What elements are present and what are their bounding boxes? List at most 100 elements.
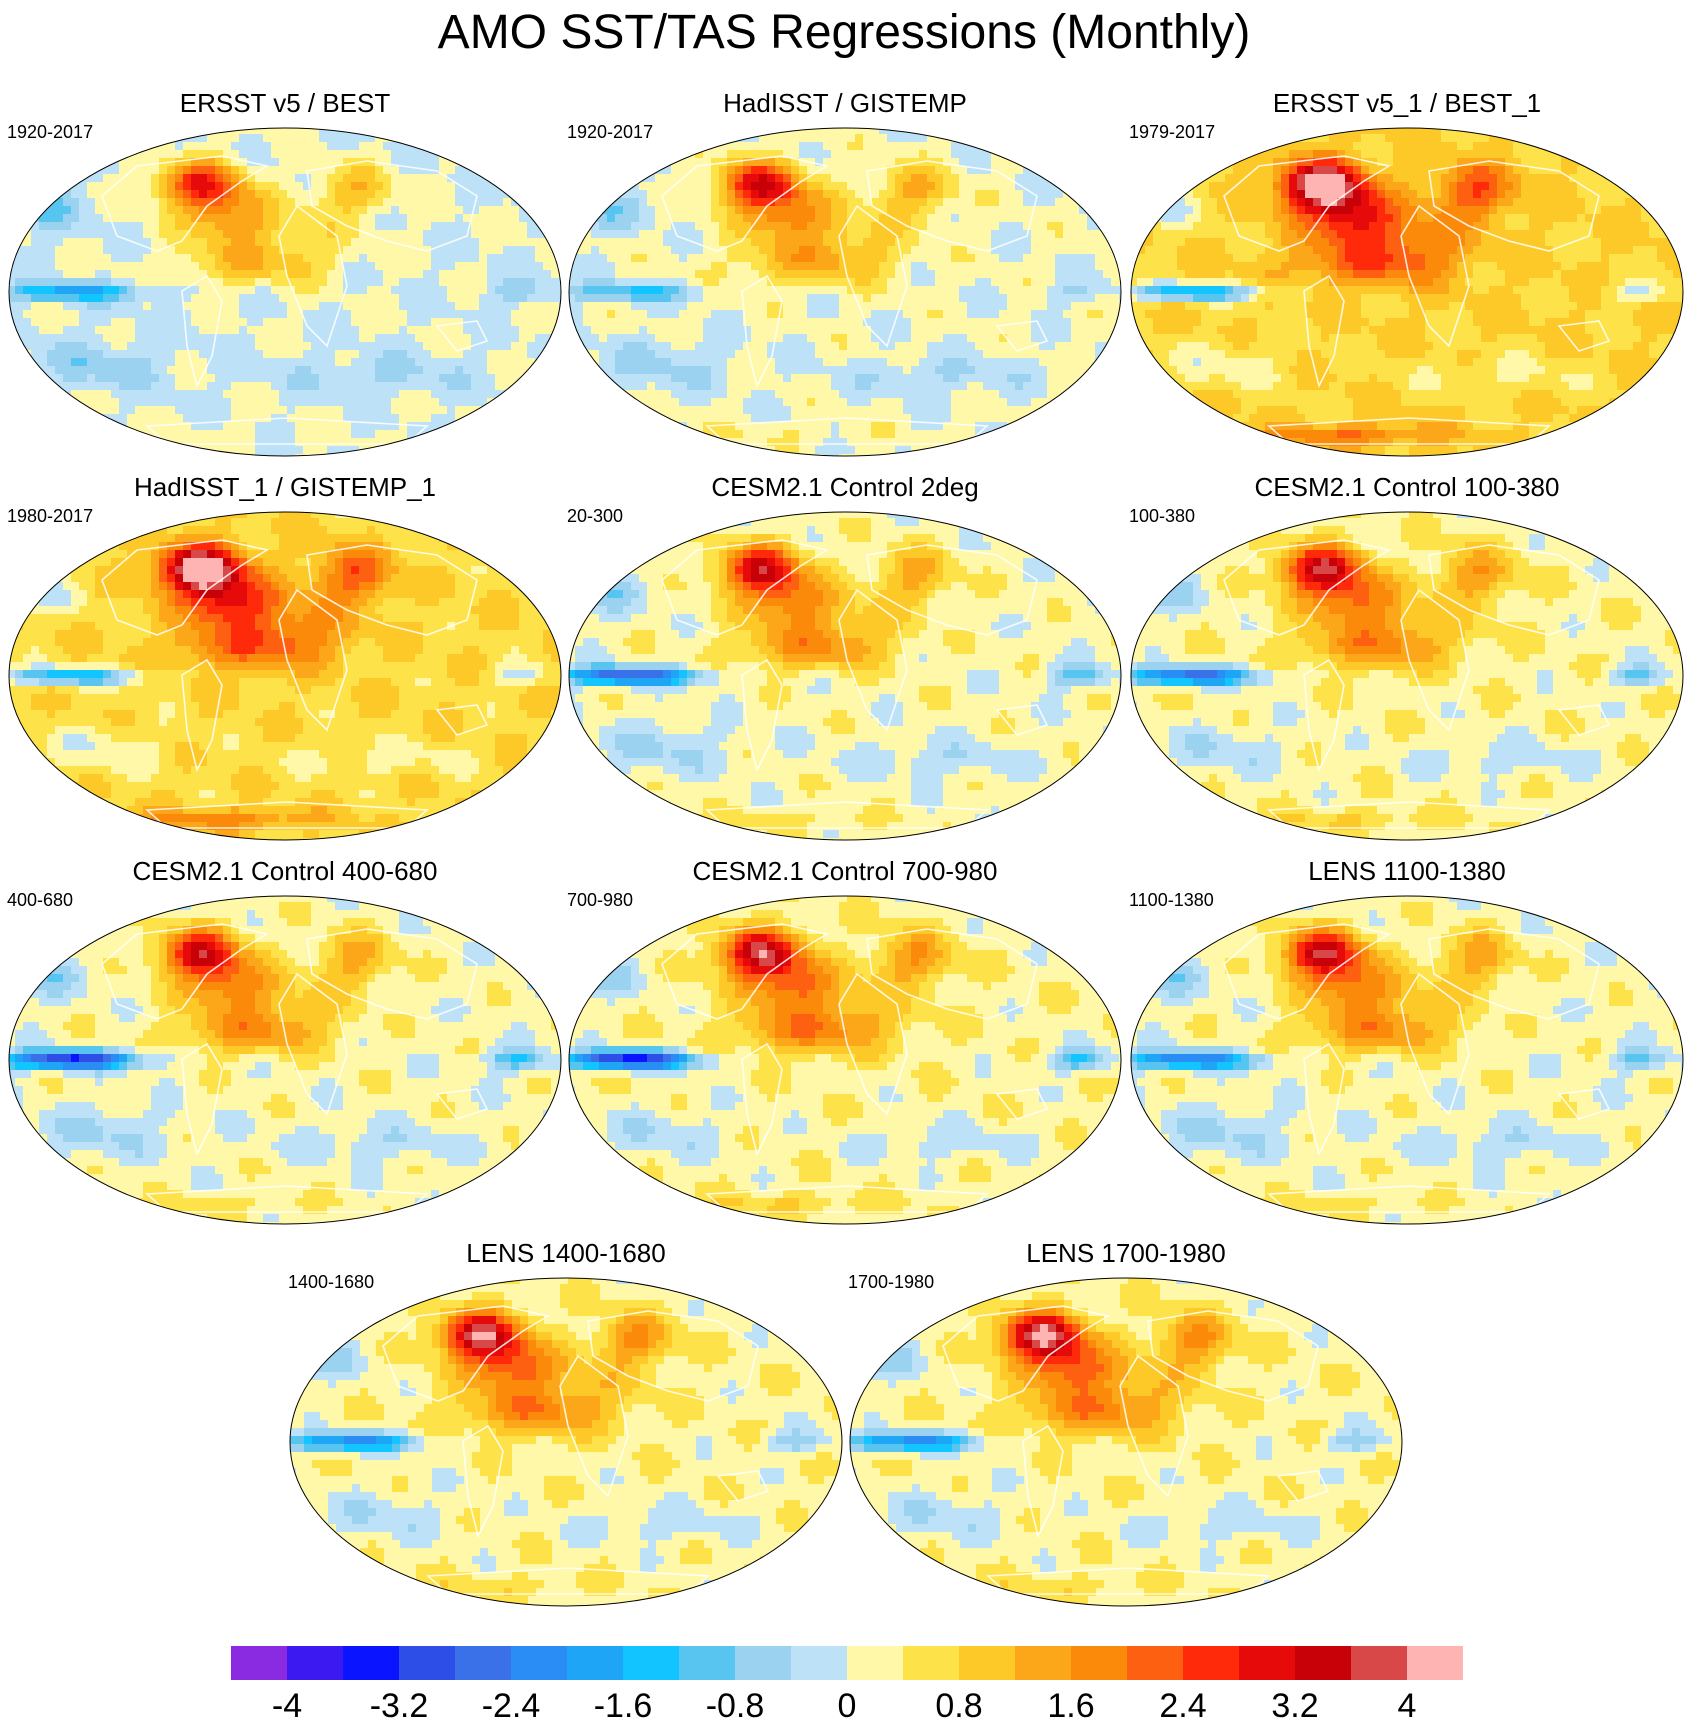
continent-outline bbox=[278, 588, 348, 732]
map-panel: HadISST / GISTEMP 1920-2017 bbox=[565, 88, 1125, 473]
continent-outline bbox=[435, 320, 489, 352]
panel-period: 400-680 bbox=[7, 890, 73, 910]
panel-title: CESM2.1 Control 700-980 bbox=[565, 856, 1125, 886]
continent-outline bbox=[306, 160, 478, 252]
robinson-map bbox=[8, 895, 562, 1225]
colorbar-box bbox=[567, 1646, 623, 1680]
panel-period: 1400-1680 bbox=[288, 1272, 374, 1292]
figure-title: AMO SST/TAS Regressions (Monthly) bbox=[0, 4, 1688, 62]
colorbar bbox=[231, 1646, 1463, 1680]
continent-outline bbox=[587, 1310, 759, 1402]
continent-outline bbox=[995, 704, 1049, 736]
continent-outline bbox=[1223, 155, 1392, 252]
continent-outline bbox=[382, 1305, 551, 1402]
colorbar-box bbox=[959, 1646, 1015, 1680]
continent-outline bbox=[1276, 1470, 1330, 1502]
colorbar-tick-label: 4 bbox=[1367, 1686, 1447, 1726]
continent-outline bbox=[1147, 1310, 1319, 1402]
continent-outline bbox=[1428, 544, 1600, 636]
colorbar-box bbox=[679, 1646, 735, 1680]
map-panel: CESM2.1 Control 100-380 100-380 bbox=[1127, 472, 1687, 857]
continent-outline bbox=[1303, 658, 1345, 773]
continent-outline bbox=[559, 1354, 629, 1498]
colorbar-box bbox=[1295, 1646, 1351, 1680]
map-border bbox=[1130, 127, 1684, 457]
panel-period: 1100-1380 bbox=[1129, 890, 1214, 910]
panel-title: CESM2.1 Control 100-380 bbox=[1127, 472, 1687, 502]
continent-outline bbox=[306, 928, 478, 1020]
continent-outline bbox=[278, 204, 348, 348]
continent-outline bbox=[1557, 704, 1611, 736]
colorbar-box bbox=[623, 1646, 679, 1680]
panel-period: 700-980 bbox=[567, 890, 633, 910]
continent-outline bbox=[1022, 1424, 1064, 1539]
colorbar-box bbox=[1015, 1646, 1071, 1680]
colorbar-tick-label: 1.6 bbox=[1031, 1686, 1111, 1726]
continent-outline bbox=[278, 972, 348, 1116]
map-border bbox=[1130, 895, 1684, 1225]
map-border bbox=[8, 895, 562, 1225]
colorbar-box bbox=[903, 1646, 959, 1680]
continent-outline bbox=[1400, 972, 1470, 1116]
continent-outline bbox=[1428, 928, 1600, 1020]
continent-outline bbox=[942, 1305, 1111, 1402]
continent-outline bbox=[661, 155, 830, 252]
map-border bbox=[568, 895, 1122, 1225]
continent-outline bbox=[866, 928, 1038, 1020]
colorbar-tick-label: -3.2 bbox=[359, 1686, 439, 1726]
colorbar-box bbox=[231, 1646, 287, 1680]
continent-outline bbox=[995, 1088, 1049, 1120]
panel-period: 100-380 bbox=[1129, 506, 1195, 526]
colorbar-box bbox=[1239, 1646, 1295, 1680]
panel-period: 1920-2017 bbox=[567, 122, 653, 142]
panel-period: 1920-2017 bbox=[7, 122, 93, 142]
colorbar-box bbox=[1183, 1646, 1239, 1680]
continent-outline bbox=[866, 160, 1038, 252]
continent-outline bbox=[181, 658, 223, 773]
robinson-map bbox=[8, 127, 562, 457]
panel-title: CESM2.1 Control 400-680 bbox=[5, 856, 565, 886]
colorbar-box bbox=[399, 1646, 455, 1680]
continent-outline bbox=[1303, 1042, 1345, 1157]
colorbar-box bbox=[455, 1646, 511, 1680]
robinson-map bbox=[568, 895, 1122, 1225]
panel-title: LENS 1100-1380 bbox=[1127, 856, 1687, 886]
map-panel: CESM2.1 Control 400-680 400-680 bbox=[5, 856, 565, 1241]
continent-outline bbox=[181, 1042, 223, 1157]
colorbar-box bbox=[511, 1646, 567, 1680]
continent-outline bbox=[1557, 320, 1611, 352]
panel-period: 1979-2017 bbox=[1129, 122, 1215, 142]
continent-outline bbox=[181, 274, 223, 389]
continent-outline bbox=[1223, 923, 1392, 1020]
continent-outline bbox=[661, 923, 830, 1020]
continent-outline bbox=[838, 972, 908, 1116]
continent-outline bbox=[838, 204, 908, 348]
continent-outline bbox=[101, 923, 270, 1020]
colorbar-box bbox=[1127, 1646, 1183, 1680]
panel-period: 1980-2017 bbox=[7, 506, 93, 526]
colorbar-tick-label: -0.8 bbox=[695, 1686, 775, 1726]
continent-outline bbox=[435, 704, 489, 736]
colorbar-tick-label: 0.8 bbox=[919, 1686, 999, 1726]
continent-outline bbox=[435, 1088, 489, 1120]
panel-title: LENS 1400-1680 bbox=[286, 1238, 846, 1268]
continent-outline bbox=[1119, 1354, 1189, 1498]
map-panel: ERSST v5_1 / BEST_1 1979-2017 bbox=[1127, 88, 1687, 473]
continent-outline bbox=[101, 539, 270, 636]
map-border bbox=[289, 1277, 843, 1607]
continent-outline bbox=[1557, 1088, 1611, 1120]
colorbar-tick-label: -2.4 bbox=[471, 1686, 551, 1726]
colorbar-box bbox=[791, 1646, 847, 1680]
colorbar-tick-label: -4 bbox=[247, 1686, 327, 1726]
continent-outline bbox=[741, 274, 783, 389]
colorbar-tick-label: 2.4 bbox=[1143, 1686, 1223, 1726]
panel-period: 1700-1980 bbox=[848, 1272, 934, 1292]
panel-title: ERSST v5_1 / BEST_1 bbox=[1127, 88, 1687, 118]
continent-outline bbox=[741, 1042, 783, 1157]
panel-title: ERSST v5 / BEST bbox=[5, 88, 565, 118]
robinson-map bbox=[8, 511, 562, 841]
map-border bbox=[849, 1277, 1403, 1607]
robinson-map bbox=[1130, 895, 1684, 1225]
colorbar-box bbox=[343, 1646, 399, 1680]
colorbar-box bbox=[1071, 1646, 1127, 1680]
